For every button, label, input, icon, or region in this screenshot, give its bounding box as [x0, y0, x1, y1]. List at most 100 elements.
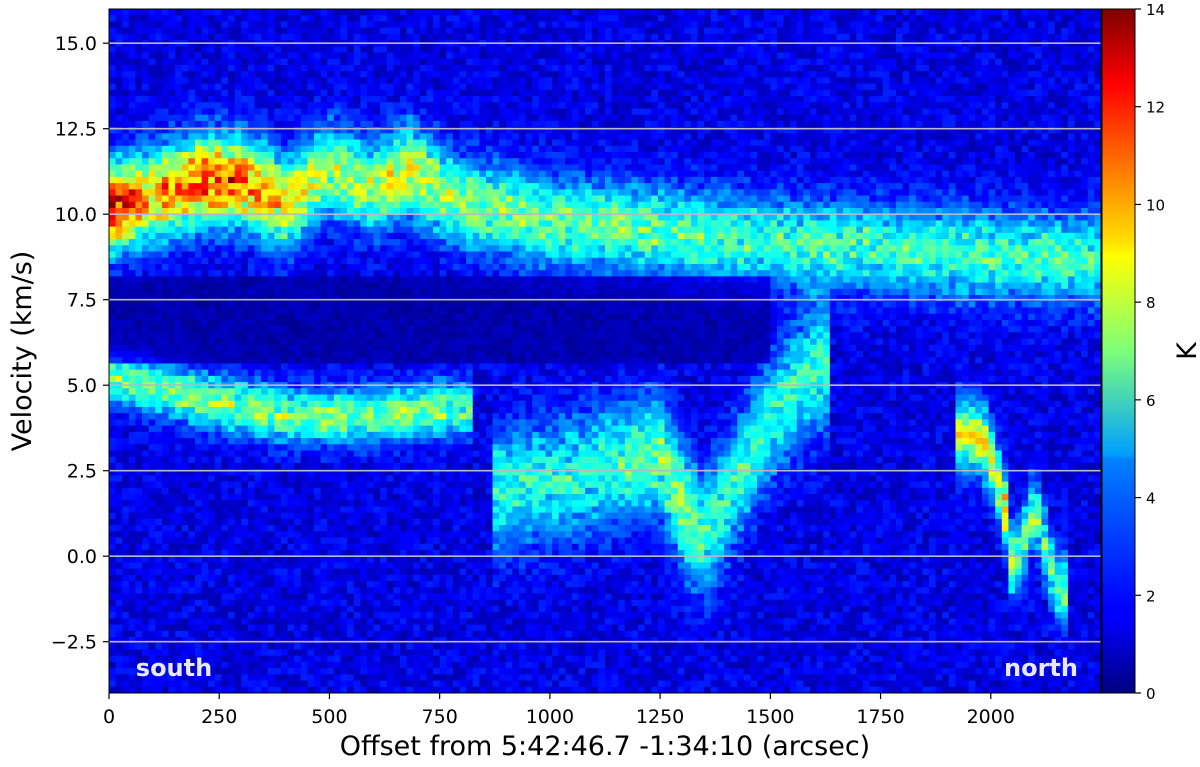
heat-cell	[307, 338, 315, 346]
heat-cell	[380, 369, 388, 377]
heat-cell	[109, 568, 117, 576]
heat-cell	[373, 89, 381, 97]
heat-cell	[307, 624, 315, 632]
heat-cell	[360, 189, 368, 197]
heat-cell	[366, 413, 375, 420]
heat-cell	[247, 375, 256, 383]
heat-cell	[254, 637, 262, 644]
heat-cell	[142, 419, 150, 427]
heat-cell	[234, 21, 242, 29]
heat-cell	[175, 630, 183, 638]
heat-cell	[320, 295, 328, 302]
heat-cell	[340, 96, 348, 103]
heat-cell	[320, 425, 328, 433]
heat-cell	[366, 500, 375, 508]
heat-cell	[294, 21, 302, 29]
heat-cell	[386, 96, 394, 103]
heat-cell	[280, 506, 289, 514]
heat-cell	[135, 120, 143, 128]
heat-cell	[399, 52, 408, 60]
heat-cell	[254, 183, 262, 190]
heat-cell	[353, 207, 361, 215]
heat-cell	[254, 425, 262, 433]
heat-cell	[128, 58, 137, 66]
heat-cell	[241, 183, 249, 190]
heat-cell	[300, 245, 308, 253]
heat-cell	[214, 363, 223, 371]
heat-cell	[221, 686, 229, 693]
heat-cell	[201, 512, 209, 520]
heat-cell	[234, 599, 242, 607]
heat-cell	[175, 556, 183, 564]
heat-cell	[386, 593, 394, 601]
heat-cell	[300, 438, 308, 445]
heat-cell	[128, 77, 137, 85]
heat-cell	[148, 152, 156, 159]
heat-cell	[399, 158, 408, 166]
heat-cell	[155, 375, 163, 383]
heat-cell	[393, 52, 401, 60]
heat-cell	[380, 226, 388, 234]
heat-cell	[168, 201, 176, 209]
heat-cell	[221, 46, 229, 54]
heat-cell	[274, 195, 282, 203]
heat-cell	[386, 245, 394, 253]
heat-cell	[254, 307, 262, 315]
heat-cell	[360, 537, 368, 545]
heat-cell	[228, 655, 236, 663]
heat-cell	[340, 599, 348, 607]
heat-cell	[347, 170, 355, 178]
heat-cell	[175, 164, 183, 172]
heat-cell	[347, 21, 355, 29]
heat-cell	[327, 71, 335, 78]
heat-cell	[175, 487, 183, 495]
heat-cell	[142, 462, 150, 470]
heat-cell	[142, 655, 150, 663]
heat-cell	[366, 288, 375, 296]
heat-cell	[221, 574, 229, 582]
heat-cell	[109, 164, 117, 172]
heat-cell	[241, 214, 249, 222]
heat-cell	[201, 9, 209, 16]
heat-cell	[353, 108, 361, 116]
heat-cell	[340, 680, 348, 688]
heat-cell	[327, 33, 335, 41]
heat-cell	[241, 158, 249, 166]
heat-cell	[155, 27, 163, 35]
heat-cell	[122, 158, 130, 166]
heat-cell	[221, 438, 229, 445]
heat-cell	[366, 313, 375, 321]
heat-cell	[380, 108, 388, 116]
heat-cell	[122, 649, 130, 657]
heat-cell	[399, 257, 408, 265]
heat-cell	[333, 15, 342, 23]
heat-cell	[109, 668, 117, 675]
heat-cell	[267, 301, 275, 309]
heat-cell	[360, 152, 368, 159]
heat-cell	[360, 400, 368, 408]
heat-cell	[347, 301, 355, 309]
heat-cell	[115, 518, 123, 526]
heat-cell	[181, 164, 189, 172]
heat-cell	[148, 624, 156, 632]
heat-cell	[300, 543, 308, 551]
heat-cell	[128, 369, 137, 377]
heat-cell	[320, 462, 328, 470]
heat-cell	[314, 462, 322, 470]
heat-cell	[386, 431, 394, 439]
heat-cell	[353, 83, 361, 91]
heat-cell	[386, 313, 394, 321]
heat-cell	[135, 27, 143, 35]
heat-cell	[373, 556, 381, 564]
heat-cell	[280, 624, 289, 632]
heat-cell	[247, 556, 256, 564]
heat-cell	[135, 89, 143, 97]
heat-cell	[247, 661, 256, 669]
heat-cell	[380, 96, 388, 103]
heat-cell	[234, 512, 242, 520]
heat-cell	[247, 388, 256, 396]
heat-cell	[340, 500, 348, 508]
heat-cell	[393, 245, 401, 253]
heat-cell	[181, 232, 189, 240]
heat-cell	[267, 643, 275, 651]
